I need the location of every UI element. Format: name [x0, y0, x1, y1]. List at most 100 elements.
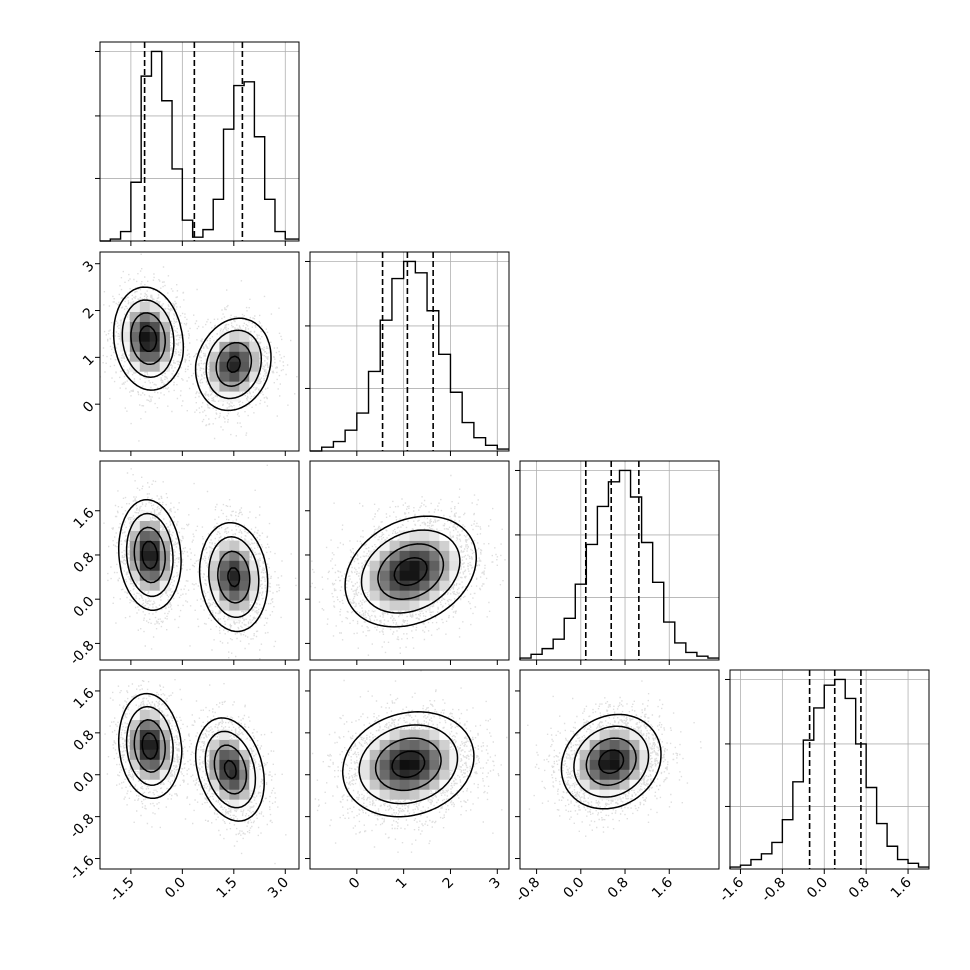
- density-cell: [629, 729, 640, 740]
- density-cell: [159, 580, 170, 591]
- density-cell: [619, 729, 630, 740]
- density-cell: [239, 560, 250, 571]
- density-cell: [379, 570, 390, 581]
- density-cell: [419, 550, 430, 561]
- density-cell: [369, 759, 380, 770]
- density-cell: [389, 600, 400, 611]
- density-cell: [229, 361, 240, 372]
- density-cell: [239, 789, 250, 800]
- density-cell: [389, 729, 400, 740]
- density-cell: [149, 530, 160, 541]
- density-cell: [229, 580, 240, 591]
- density-cell: [209, 560, 220, 571]
- density-cell: [419, 540, 430, 551]
- density-cell: [219, 381, 230, 392]
- density-cell: [219, 769, 230, 780]
- density-cell: [419, 560, 430, 571]
- density-cell: [229, 590, 240, 601]
- density-cell: [129, 301, 141, 312]
- contour-line: [112, 286, 272, 412]
- density-cell: [159, 321, 170, 332]
- density-cell: [129, 560, 141, 571]
- density-cell: [149, 719, 160, 730]
- contour-line: [374, 737, 442, 792]
- density-cell: [639, 739, 650, 750]
- density-cell: [419, 739, 430, 750]
- density-cell: [139, 719, 151, 730]
- density-cell: [229, 341, 240, 352]
- density-cell: [419, 789, 430, 800]
- density-cell: [209, 749, 220, 760]
- density-cell: [139, 580, 151, 591]
- panel-frame: [519, 669, 720, 870]
- density-cell: [219, 600, 230, 611]
- density-cell: [239, 341, 250, 352]
- density-cell: [379, 550, 390, 561]
- contour-line: [360, 529, 461, 614]
- density-cell: [139, 341, 151, 352]
- density-cell: [599, 789, 610, 800]
- density-cell: [439, 729, 450, 740]
- density-cell: [379, 540, 390, 551]
- density-cell: [229, 610, 240, 621]
- density-cell: [159, 530, 170, 541]
- panel-frame: [99, 669, 300, 870]
- density-cell: [599, 729, 610, 740]
- density-cell: [589, 779, 600, 790]
- density-cell: [129, 530, 141, 541]
- density-cell: [149, 351, 160, 362]
- density-cell: [219, 391, 230, 402]
- density-cell: [429, 729, 440, 740]
- density-cell: [249, 590, 260, 601]
- contour-line: [117, 498, 269, 633]
- panel-frame: [99, 251, 300, 452]
- density-cell: [209, 739, 220, 750]
- contour-line: [358, 724, 459, 805]
- density-cell: [629, 749, 640, 760]
- density-cell: [609, 749, 620, 760]
- density-cell: [129, 311, 141, 322]
- histogram-panel-2: [515, 460, 720, 665]
- density-cell: [139, 550, 151, 561]
- density-cell: [629, 779, 640, 790]
- density-cell: [389, 590, 400, 601]
- density-cell: [159, 351, 170, 362]
- density-cell: [409, 749, 420, 760]
- density-cell: [219, 371, 230, 382]
- density-cell: [129, 570, 141, 581]
- contour-line: [393, 557, 428, 587]
- density-cell: [359, 749, 370, 760]
- density-cell: [139, 540, 151, 551]
- density-cell: [369, 779, 380, 790]
- density-cell: [379, 759, 390, 770]
- density-cell: [399, 769, 410, 780]
- histogram-step: [310, 260, 509, 452]
- density-cell: [129, 719, 141, 730]
- panel-frame: [729, 669, 930, 870]
- density-cell: [399, 789, 410, 800]
- density-cell: [429, 590, 440, 601]
- histogram-panel-1: [305, 251, 510, 456]
- panel-background: [100, 42, 299, 241]
- panel-frame: [99, 460, 300, 661]
- density-cell: [369, 739, 380, 750]
- density-cell: [239, 331, 250, 342]
- density-cell: [129, 321, 141, 332]
- density-cell: [449, 759, 460, 770]
- density-cell: [159, 719, 170, 730]
- contour-line: [585, 737, 637, 786]
- density-cell: [219, 580, 230, 591]
- density-cell: [209, 779, 220, 790]
- density-cell: [159, 729, 170, 740]
- density-cell: [379, 560, 390, 571]
- density-cell: [429, 570, 440, 581]
- density-cell: [399, 759, 410, 770]
- density-cell: [149, 520, 160, 531]
- contour-line: [560, 713, 662, 810]
- density-cell: [149, 331, 160, 342]
- density-cell: [149, 709, 160, 721]
- contour-line: [341, 711, 475, 818]
- density-cell: [599, 759, 610, 770]
- density-cell: [409, 600, 420, 611]
- density-cell: [159, 769, 170, 780]
